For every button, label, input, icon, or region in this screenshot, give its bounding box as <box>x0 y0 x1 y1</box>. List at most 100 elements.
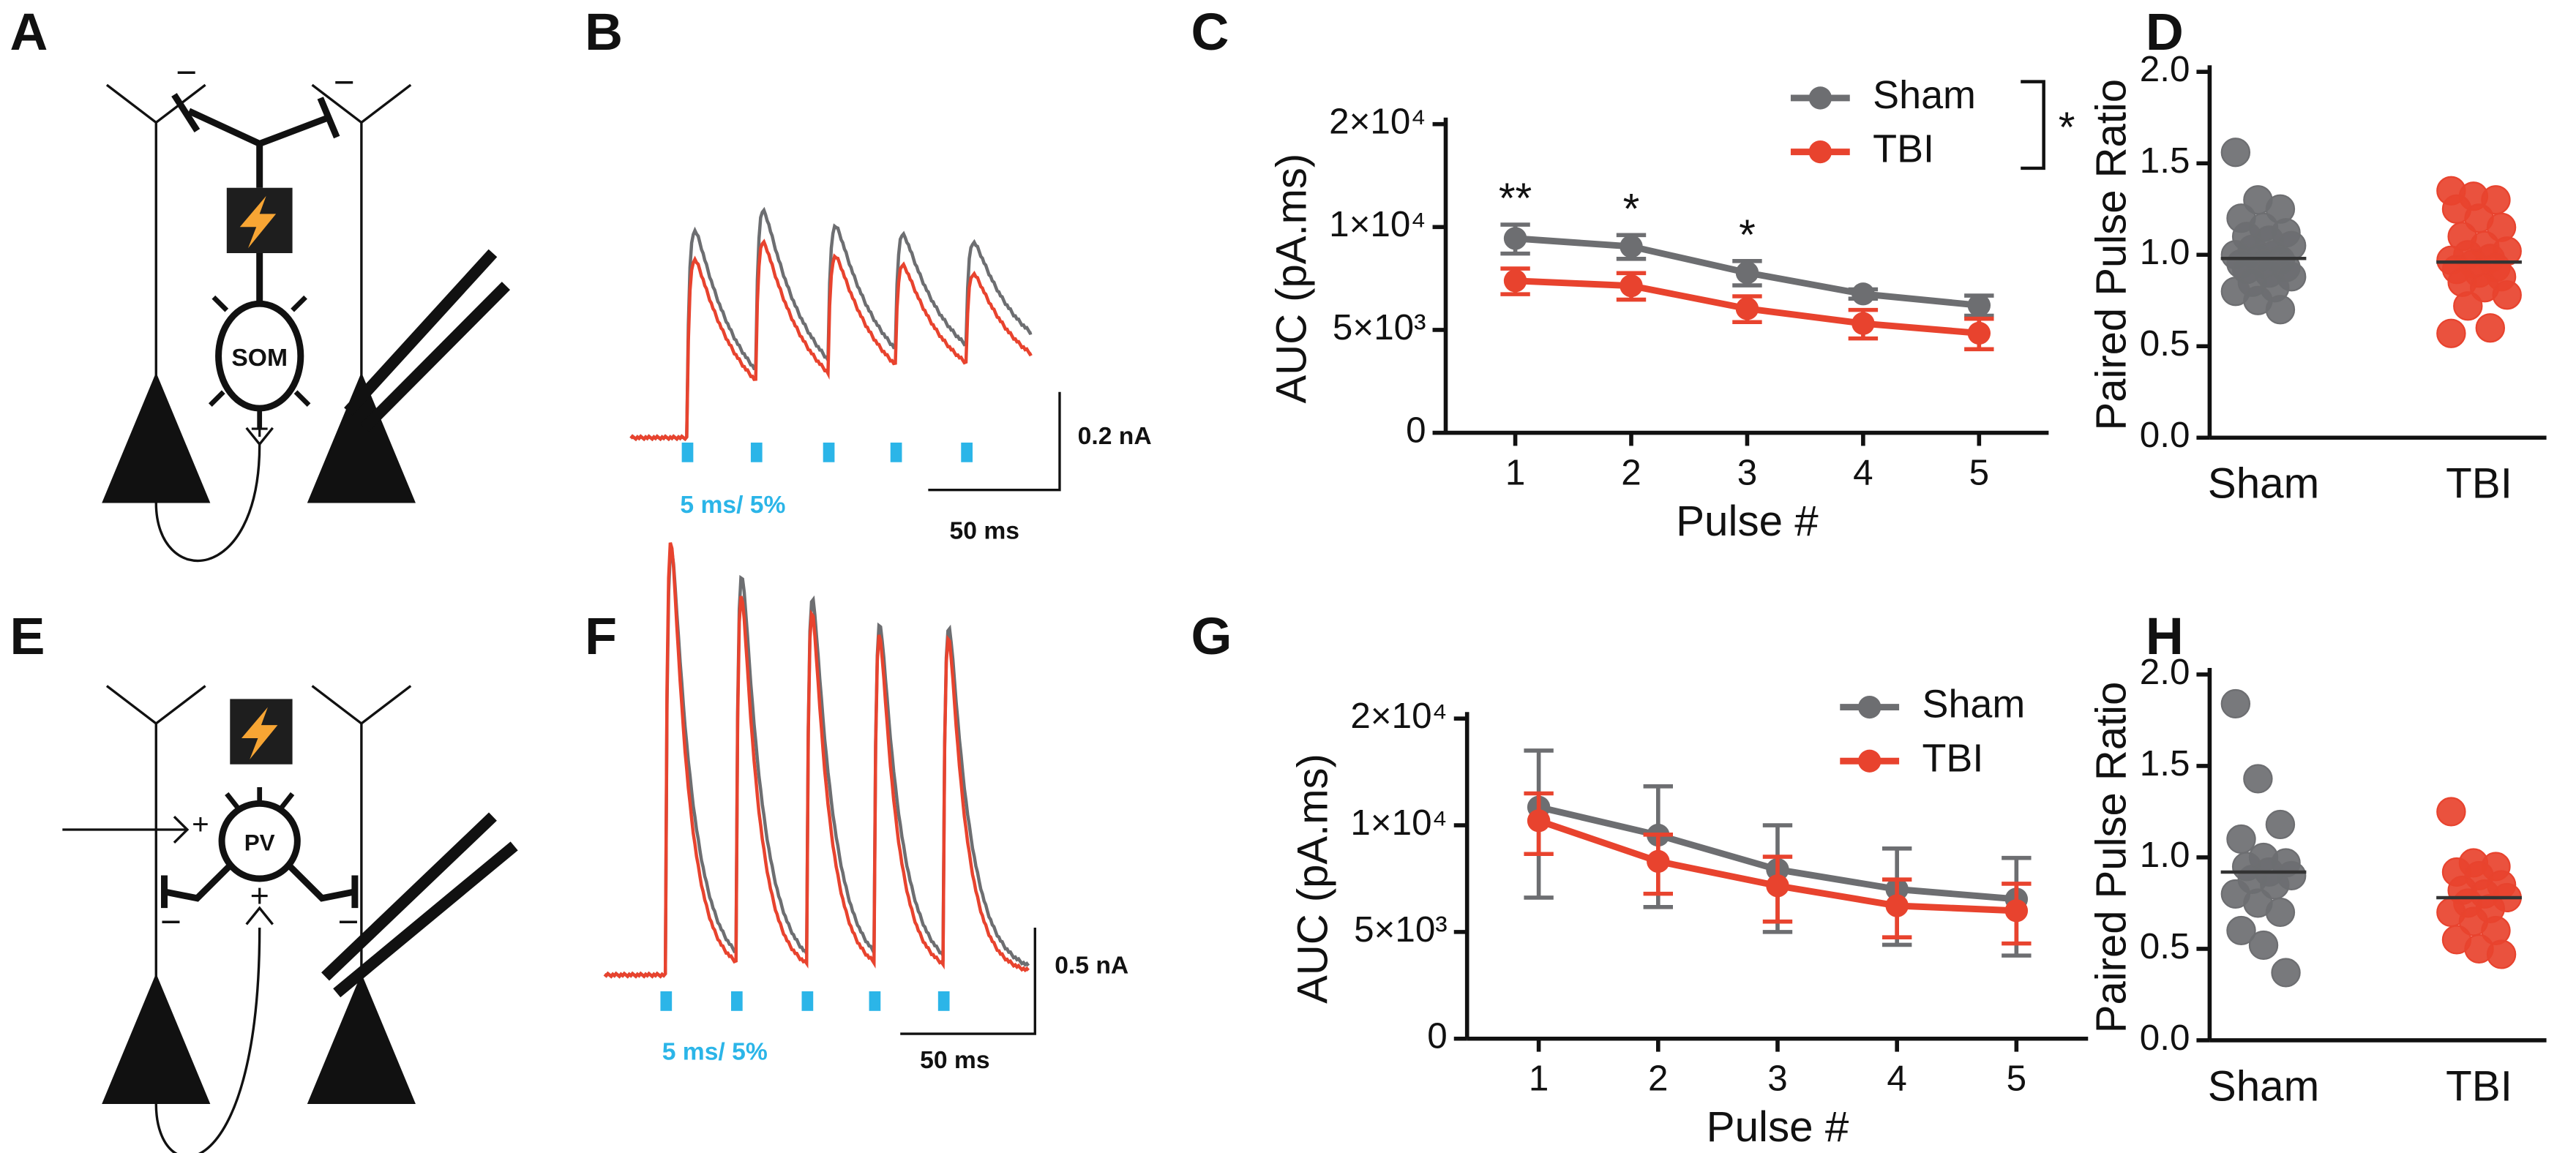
axon <box>163 863 233 902</box>
point <box>1527 809 1551 833</box>
y-tick-label: 0.5 <box>2140 323 2190 364</box>
spine <box>208 390 225 407</box>
x-tick-label: 2 <box>1648 1059 1668 1099</box>
sign: − <box>337 902 359 942</box>
legend-marker <box>1808 140 1832 164</box>
significance: * <box>2059 104 2075 151</box>
y-tick-label: 1×10⁴ <box>1350 803 1447 843</box>
scale-label: 0.2 nA <box>1078 423 1152 450</box>
scale-label: 50 ms <box>950 518 1019 545</box>
y-tick-label: 0.0 <box>2140 1018 2190 1058</box>
synapse <box>171 93 201 132</box>
y-tick-label: 1.0 <box>2140 835 2190 875</box>
dot <box>2265 809 2296 840</box>
diagram-pv: + − − + PV <box>62 685 518 1153</box>
current-trace <box>629 206 1033 442</box>
bracket <box>2021 80 2045 170</box>
current-trace <box>629 239 1033 442</box>
scale-label: 0.5 nA <box>1055 952 1128 979</box>
sign: − <box>160 902 181 942</box>
spine <box>293 390 311 407</box>
stim-pulse <box>801 991 814 1011</box>
dot <box>2243 764 2273 794</box>
point <box>1647 849 1670 874</box>
sign: − <box>334 62 355 102</box>
y-tick-label: 5×10³ <box>1354 909 1448 950</box>
legend-marker <box>1857 749 1882 773</box>
dot <box>2226 824 2256 855</box>
sign: + <box>250 878 269 914</box>
panel-label: C <box>1191 3 1229 61</box>
y-tick-label: 1.0 <box>2140 232 2190 272</box>
dot <box>2475 313 2506 343</box>
synapse <box>317 97 340 139</box>
spine <box>211 295 229 312</box>
axon <box>154 927 261 1153</box>
point <box>1852 282 1875 306</box>
dot <box>2492 280 2522 310</box>
spine <box>291 295 307 312</box>
stim-pulse <box>681 442 694 462</box>
x-tick-label: 1 <box>1505 453 1525 493</box>
point <box>1967 321 1991 345</box>
stim-pulse <box>660 991 673 1011</box>
y-tick-label: 1.5 <box>2140 140 2190 181</box>
dot <box>2220 138 2251 168</box>
legend-marker <box>1857 695 1882 719</box>
stim-pulse <box>823 442 835 462</box>
stim-pulse <box>730 991 743 1011</box>
x-tick-label: Sham <box>2208 1062 2319 1110</box>
legend-marker <box>1808 86 1832 110</box>
cell-label: PV <box>244 830 275 855</box>
diagram-som: − − + SOM <box>102 53 511 563</box>
chart: 0 5×10³ 1×10⁴ 2×10⁴ AUC (pA.ms) 1 2 3 4 5 Pulse # S… <box>1268 73 2075 545</box>
x-tick-label: TBI <box>2446 1062 2512 1110</box>
stim-label: 5 ms/ 5% <box>662 1039 768 1066</box>
x-tick-label: 3 <box>1767 1059 1787 1099</box>
dot <box>2271 958 2301 988</box>
stim-pulse <box>869 991 881 1011</box>
point <box>1885 894 1909 917</box>
synapse <box>173 815 190 844</box>
panel-label: G <box>1191 607 1232 666</box>
dot <box>2486 939 2517 969</box>
x-tick-label: 3 <box>1737 453 1757 493</box>
electrode <box>344 249 498 416</box>
legend-label: Sham <box>1922 683 2026 726</box>
spine <box>279 792 295 811</box>
scale-label: 50 ms <box>920 1047 989 1074</box>
scale-bar <box>928 391 1061 492</box>
electrode <box>333 841 518 998</box>
panel-label: H <box>2146 607 2184 666</box>
point <box>1735 261 1759 285</box>
point <box>1620 235 1643 258</box>
stim-pulse <box>937 991 950 1011</box>
electrode <box>360 282 511 432</box>
sign: − <box>176 53 197 93</box>
dot <box>2453 291 2483 321</box>
axon <box>187 108 330 148</box>
y-axis-label: Paired Pulse Ratio <box>2087 682 2135 1034</box>
current-trace <box>603 542 1030 979</box>
x-tick-label: 2 <box>1621 453 1641 493</box>
y-tick-label: 1.5 <box>2140 743 2190 784</box>
dot <box>2248 930 2279 961</box>
dot <box>2220 688 2251 719</box>
x-tick-label: 4 <box>1887 1059 1906 1099</box>
legend-label: TBI <box>1922 737 1984 781</box>
x-tick-label: 1 <box>1529 1059 1549 1099</box>
lightning-icon <box>239 195 277 249</box>
sign: + <box>250 410 269 447</box>
x-axis-label: Pulse # <box>1707 1103 1849 1151</box>
y-tick-label: 0 <box>1427 1016 1447 1056</box>
x-tick-label: Sham <box>2208 460 2319 508</box>
x-tick-label: 5 <box>1969 453 1989 493</box>
dot <box>2226 915 2256 946</box>
x-tick-label: 5 <box>2007 1059 2026 1099</box>
point <box>1735 297 1759 320</box>
x-tick-label: 4 <box>1853 453 1873 493</box>
stim-label: 5 ms/ 5% <box>680 492 785 519</box>
y-tick-label: 0 <box>1406 410 1426 451</box>
chart: 0 5×10³ 1×10⁴ 2×10⁴ AUC (pA.ms) 1 2 3 4 5 Pulse # S… <box>1289 683 2089 1151</box>
